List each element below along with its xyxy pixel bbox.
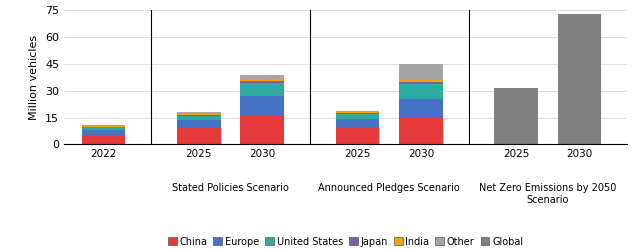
- Bar: [336, 119, 380, 127]
- Bar: [336, 114, 380, 119]
- Bar: [241, 81, 284, 83]
- Bar: [177, 114, 221, 115]
- Bar: [241, 83, 284, 96]
- Bar: [241, 74, 284, 79]
- Bar: [399, 84, 443, 99]
- Bar: [241, 116, 284, 144]
- Bar: [399, 80, 443, 82]
- Text: Net Zero Emissions by 2050
Scenario: Net Zero Emissions by 2050 Scenario: [479, 183, 616, 205]
- Bar: [336, 113, 380, 114]
- Bar: [336, 112, 380, 113]
- Text: Stated Policies Scenario: Stated Policies Scenario: [172, 183, 289, 193]
- Bar: [241, 96, 284, 116]
- Legend: China, Europe, United States, Japan, India, Other, Global: China, Europe, United States, Japan, Ind…: [164, 233, 527, 249]
- Text: Announced Pledges Scenario: Announced Pledges Scenario: [318, 183, 460, 193]
- Bar: [177, 112, 221, 114]
- Bar: [399, 82, 443, 84]
- Bar: [82, 135, 125, 144]
- Bar: [177, 115, 221, 116]
- Bar: [399, 118, 443, 144]
- Bar: [82, 127, 125, 130]
- Bar: [399, 99, 443, 118]
- Bar: [241, 79, 284, 81]
- Bar: [177, 120, 221, 128]
- Bar: [177, 116, 221, 120]
- Bar: [494, 88, 538, 144]
- Bar: [177, 128, 221, 144]
- Bar: [399, 64, 443, 80]
- Bar: [336, 111, 380, 112]
- Y-axis label: Million vehicles: Million vehicles: [29, 35, 40, 120]
- Bar: [558, 13, 602, 144]
- Bar: [82, 130, 125, 135]
- Bar: [82, 125, 125, 126]
- Bar: [336, 127, 380, 144]
